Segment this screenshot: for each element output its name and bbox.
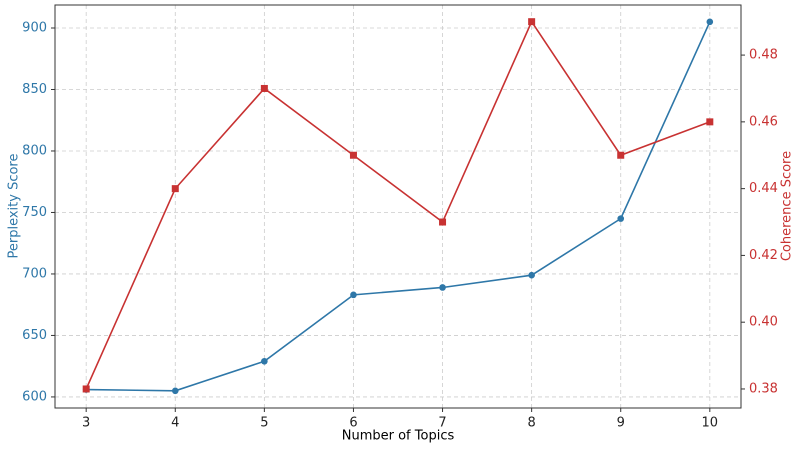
- y2-tick-label: 0.44: [749, 181, 778, 196]
- point: [171, 387, 179, 395]
- y2-tick-label: 0.46: [749, 114, 778, 129]
- point: [260, 84, 268, 92]
- x-tick-label: 5: [260, 416, 268, 431]
- point: [528, 18, 536, 26]
- point: [617, 151, 625, 159]
- point: [171, 185, 179, 193]
- x-tick-label: 9: [617, 416, 625, 431]
- line: [86, 21, 711, 392]
- x-tick-label: 3: [82, 416, 90, 431]
- y2-tick-label: 0.40: [749, 315, 778, 330]
- plot-frame: [54, 4, 742, 409]
- y-tick-label: 600: [22, 389, 47, 404]
- y2-axis-label: Coherence Score: [780, 151, 795, 261]
- y-tick-label: 700: [22, 266, 47, 281]
- point: [706, 118, 714, 126]
- x-tick-label: 7: [438, 416, 446, 431]
- line: [85, 20, 711, 390]
- point: [261, 357, 268, 365]
- y2-tick-label: 0.42: [749, 248, 778, 263]
- y2-tick-label: 0.38: [749, 381, 778, 396]
- x-tick-label: 8: [527, 416, 535, 431]
- y-tick-label: 900: [22, 20, 47, 35]
- point: [439, 218, 447, 226]
- x-axis-label: Number of Topics: [342, 429, 455, 444]
- y-axis-label: Perplexity Score: [7, 154, 22, 259]
- point: [439, 284, 446, 291]
- point: [349, 151, 357, 159]
- point: [350, 291, 357, 299]
- x-tick-label: 4: [171, 416, 179, 431]
- y-tick-label: 650: [22, 328, 47, 343]
- point: [82, 385, 90, 393]
- point: [706, 18, 714, 26]
- y-tick-label: 850: [22, 82, 47, 97]
- point: [528, 271, 535, 279]
- y2-tick-label: 0.48: [749, 48, 778, 63]
- y-tick-label: 750: [22, 205, 47, 220]
- y-tick-label: 800: [22, 143, 47, 158]
- x-tick-label: 6: [349, 416, 357, 431]
- point: [617, 215, 625, 222]
- x-tick-label: 10: [702, 416, 719, 431]
